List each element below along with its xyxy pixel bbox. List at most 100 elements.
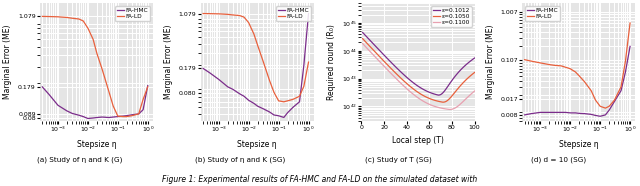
FA-LD [626,22,634,24]
FA-HMC [602,114,609,116]
FA-HMC [305,12,312,15]
FA-LD [90,38,97,41]
FA-HMC [75,114,83,116]
FA-HMC [114,116,122,118]
ε=0.1100 [426,103,433,105]
FA-LD [575,75,583,77]
ε=0.1050 [466,75,474,77]
FA-HMC [229,88,237,91]
Y-axis label: Marginal Error (ME): Marginal Error (ME) [486,25,495,100]
FA-HMC [90,117,97,119]
FA-HMC [123,115,131,117]
ε=0.1050 [417,93,424,95]
FA-HMC [300,64,308,66]
Line: ε=0.1100: ε=0.1100 [363,44,475,109]
X-axis label: Stepsize η: Stepsize η [77,140,116,149]
Line: FA-LD: FA-LD [42,16,148,117]
ε=0.1100 [463,97,470,99]
ε=0.1100 [446,108,454,110]
FA-LD [521,59,529,61]
FA-LD [527,60,535,62]
FA-HMC [206,72,214,74]
ε=0.1050 [426,97,433,100]
FA-HMC [566,112,574,114]
ε=0.1012 [471,57,479,59]
FA-HMC [611,100,618,103]
FA-HMC [572,112,579,114]
FA-LD [566,68,574,70]
ε=0.1100 [417,98,424,100]
FA-LD [536,62,544,64]
Line: ε=0.1050: ε=0.1050 [363,39,475,102]
FA-LD [280,101,288,103]
FA-LD [45,15,52,18]
FA-LD [602,107,609,109]
Legend: ε=0.1012, ε=0.1050, ε=0.1100: ε=0.1012, ε=0.1050, ε=0.1100 [431,6,472,27]
FA-LD [545,63,553,66]
FA-LD [617,86,625,88]
FA-HMC [575,112,583,114]
FA-HMC [617,89,625,92]
FA-HMC [119,115,127,117]
Legend: FA-HMC, FA-LD: FA-HMC, FA-LD [115,6,150,21]
FA-HMC [591,114,599,117]
FA-HMC [557,111,565,113]
FA-LD [123,116,131,118]
ε=0.1012 [417,86,424,89]
FA-LD [75,18,83,20]
FA-LD [114,115,122,117]
Line: FA-HMC: FA-HMC [203,14,308,117]
FA-HMC [128,114,136,116]
ε=0.1100 [466,94,474,96]
FA-HMC [199,67,207,70]
FA-LD [206,12,214,15]
FA-HMC [562,111,570,113]
FA-LD [135,113,143,115]
Text: Figure 1: Experimental results of FA-HMC and FA-LD on the simulated dataset with: Figure 1: Experimental results of FA-HMC… [163,175,477,184]
FA-HMC [626,45,634,47]
FA-HMC [63,110,71,112]
FA-LD [611,99,618,101]
FA-LD [140,98,147,101]
X-axis label: Stepsize η: Stepsize η [237,140,277,149]
FA-HMC [296,101,303,103]
FA-LD [245,22,253,24]
Legend: FA-HMC, FA-LD: FA-HMC, FA-LD [276,6,311,21]
ε=0.1050 [359,38,367,40]
ε=0.1100 [359,42,367,45]
FA-HMC [68,112,76,115]
ε=0.1100 [471,90,479,92]
FA-HMC [144,84,152,87]
FA-HMC [38,86,46,88]
FA-LD [591,99,599,101]
FA-HMC [284,112,291,114]
FA-HMC [254,105,262,107]
FA-LD [224,13,232,15]
FA-HMC [93,116,100,119]
FA-HMC [596,115,604,117]
FA-LD [105,90,113,92]
FA-HMC [240,95,248,97]
Y-axis label: Marginal Error (ME): Marginal Error (ME) [3,25,12,100]
FA-LD [300,85,308,87]
Text: (b) Study of η and K (SG): (b) Study of η and K (SG) [195,157,285,163]
Text: (c) Study of T (SG): (c) Study of T (SG) [365,157,431,163]
FA-LD [84,27,92,29]
FA-HMC [105,116,113,119]
FA-LD [38,15,46,17]
FA-LD [621,60,629,62]
FA-LD [596,105,604,107]
Line: FA-LD: FA-LD [525,23,630,108]
FA-HMC [605,109,613,111]
Legend: FA-HMC, FA-LD: FA-HMC, FA-LD [525,6,560,21]
FA-LD [557,65,565,67]
ε=0.1012 [435,94,442,96]
ε=0.1050 [471,71,479,74]
Line: FA-HMC: FA-HMC [525,46,630,116]
FA-HMC [289,106,297,108]
FA-LD [99,68,106,70]
FA-HMC [527,113,535,115]
ε=0.1100 [385,70,392,72]
FA-LD [284,100,291,102]
FA-LD [215,13,223,15]
